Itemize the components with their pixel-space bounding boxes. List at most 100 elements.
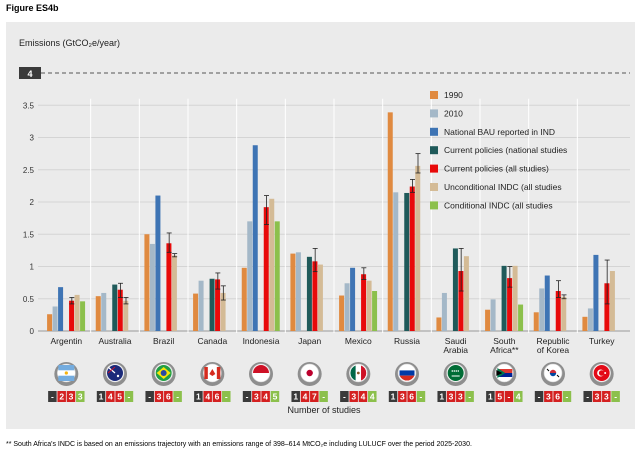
bar: [561, 296, 567, 331]
study-count-box: [242, 391, 252, 402]
bar: [539, 288, 545, 331]
bar: [582, 316, 588, 331]
study-count-box: [261, 391, 270, 402]
legend-swatch: [430, 201, 438, 210]
ytick-label-box: [19, 67, 41, 79]
figure-title: Figure ES4b: [6, 3, 59, 13]
study-count-label: -: [148, 392, 151, 402]
bar: [220, 292, 226, 331]
study-count-box: [300, 391, 310, 402]
study-count-box: [388, 391, 398, 402]
study-count-box: [270, 391, 280, 402]
study-count-box: [154, 391, 164, 402]
flag-field: [447, 365, 464, 381]
study-count-box: [407, 391, 416, 402]
study-count-label: 4: [516, 392, 521, 402]
study-count-label: -: [538, 392, 541, 402]
study-count-label: 3: [604, 392, 609, 402]
bar: [274, 221, 280, 331]
flag-bar: [204, 367, 208, 379]
bar: [593, 254, 599, 331]
bar: [436, 317, 442, 331]
bar: [372, 291, 378, 331]
study-count-label: 3: [400, 392, 405, 402]
study-count-box: [398, 391, 407, 402]
study-count-label: 1: [439, 392, 444, 402]
study-count-label: -: [51, 392, 54, 402]
legend-label: Conditional INDC (all studies: [444, 200, 553, 210]
bar: [252, 145, 258, 331]
study-count-box: [562, 391, 572, 402]
category-label: Arabia: [443, 345, 468, 355]
study-count-label: 1: [293, 392, 298, 402]
study-count-label: 3: [69, 392, 74, 402]
bar: [193, 293, 199, 331]
study-count-label: 3: [458, 392, 463, 402]
study-count-label: -: [225, 392, 228, 402]
study-count-label: 6: [166, 392, 171, 402]
bar: [74, 294, 80, 331]
study-count-box: [368, 391, 377, 402]
study-count-label: 3: [351, 392, 356, 402]
flag-red: [497, 369, 513, 373]
category-label: Africa**: [490, 345, 519, 355]
study-count-box: [48, 391, 57, 402]
category-label: of Korea: [537, 345, 569, 355]
ytick-label: 3.5: [23, 101, 35, 110]
bar: [441, 292, 447, 331]
flag-taeguk-red: [549, 369, 557, 373]
bar: [485, 309, 491, 331]
flag-red-half: [253, 365, 269, 373]
category-label: Argentin: [50, 336, 82, 346]
study-count-label: 6: [555, 392, 560, 402]
bar: [166, 243, 172, 331]
study-count-label: 3: [546, 392, 551, 402]
study-count-box: [173, 391, 182, 402]
study-count-label: 4: [370, 392, 375, 402]
category-label: Republic: [536, 336, 570, 346]
bar: [215, 279, 221, 331]
bar: [463, 256, 469, 331]
study-count-label: 4: [263, 392, 268, 402]
legend-swatch: [430, 164, 438, 173]
study-count-label: 4: [361, 392, 366, 402]
flag-taeguk-blue: [549, 373, 557, 377]
category-label: South: [493, 336, 515, 346]
study-count-label: 4: [303, 392, 308, 402]
flag-green: [350, 365, 356, 381]
study-count-label: 5: [497, 392, 502, 402]
flag-stripe: [58, 375, 75, 381]
bar: [241, 267, 247, 331]
bar: [393, 192, 399, 331]
study-count-box: [553, 391, 562, 402]
bar: [507, 278, 513, 331]
y-axis-title: Emissions (GtCO₂e/year): [19, 38, 120, 48]
study-count-box: [611, 391, 620, 402]
study-count-box: [164, 391, 173, 402]
chart-panel: Emissions (GtCO₂e/year) 0 0.5 1 1.5 2 2.5 3 3.5 4…: [6, 22, 635, 429]
legend-label: National BAU reported in IND: [444, 127, 555, 137]
study-count-box: [349, 391, 358, 402]
bar: [604, 283, 610, 331]
flag-red: [399, 375, 415, 381]
bar: [209, 278, 215, 331]
study-count-label: -: [176, 392, 179, 402]
study-count-label: 3: [449, 392, 454, 402]
bar: [112, 284, 118, 331]
category-label: Turkey: [589, 336, 615, 346]
category-label: Japan: [298, 336, 321, 346]
study-count-label: -: [246, 392, 249, 402]
flag-sun: [306, 369, 313, 377]
flag-globe: [160, 370, 167, 376]
legend-label: 2010: [444, 108, 463, 118]
study-count-box: [456, 391, 465, 402]
study-count-label: 4: [205, 392, 210, 402]
study-count-box: [416, 391, 426, 402]
study-count-box: [486, 391, 495, 402]
study-count-box: [465, 391, 474, 402]
bar: [501, 265, 507, 331]
flag-stripe: [58, 365, 75, 371]
bar: [263, 207, 269, 331]
legend-swatch: [430, 109, 438, 118]
bar: [415, 165, 421, 331]
